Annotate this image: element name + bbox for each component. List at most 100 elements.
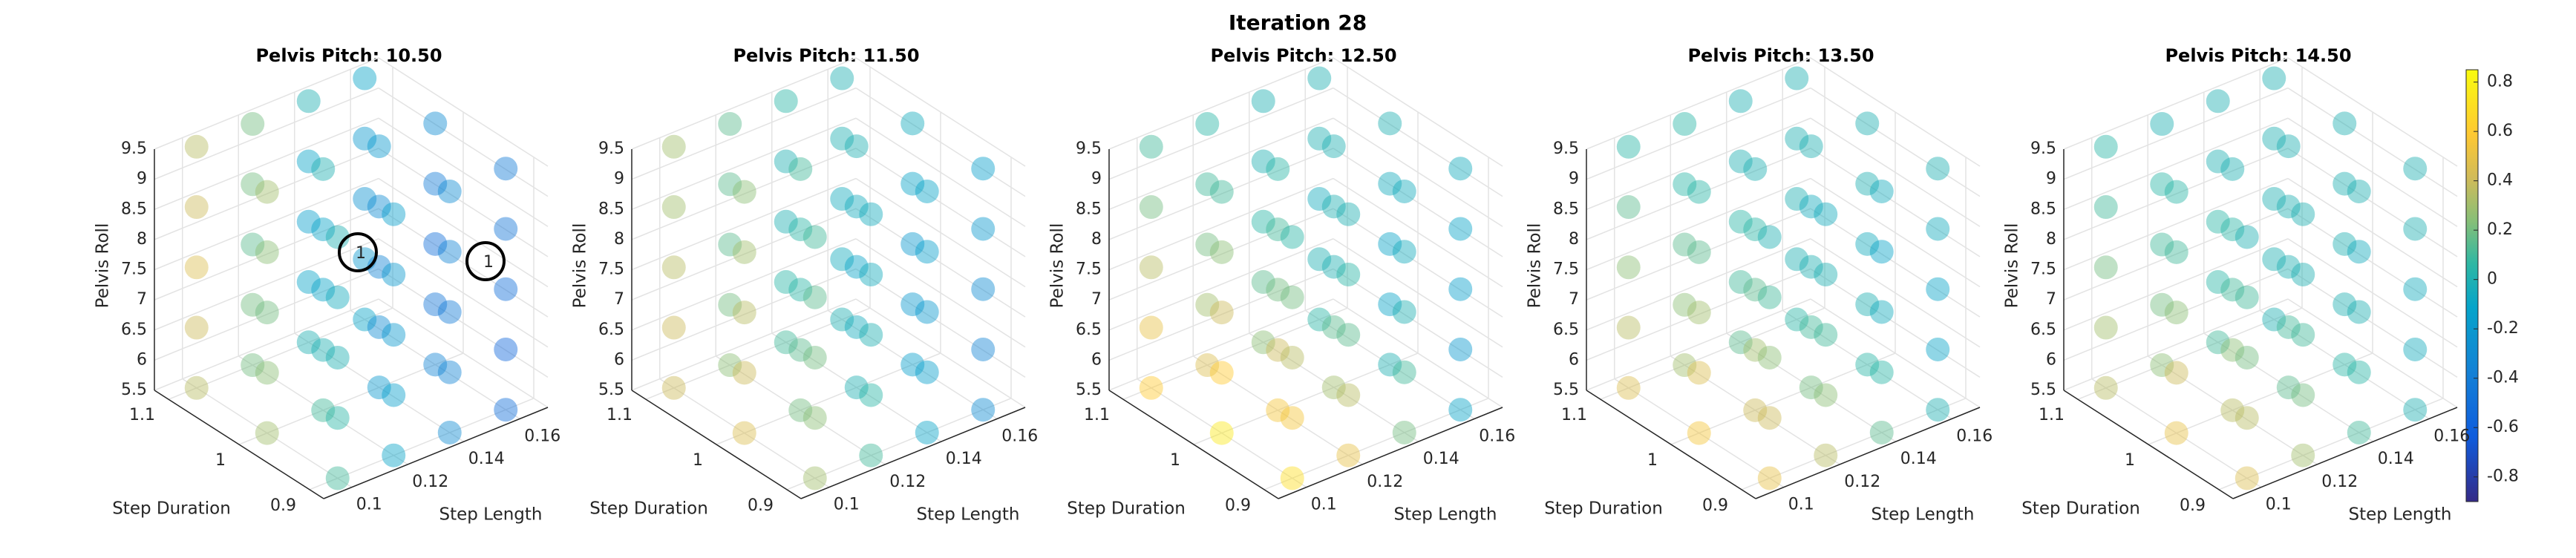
point bbox=[1616, 255, 1641, 280]
point bbox=[1855, 111, 1880, 136]
annotation-ring bbox=[338, 232, 378, 272]
point bbox=[915, 360, 939, 384]
x-tick-label: 0.14 bbox=[946, 450, 982, 468]
point bbox=[1799, 255, 1823, 279]
z-tick-label: 7 bbox=[137, 290, 147, 309]
point bbox=[494, 337, 518, 361]
x-axis bbox=[2232, 407, 2458, 499]
point bbox=[1687, 421, 1711, 445]
point bbox=[830, 66, 854, 91]
point bbox=[1321, 134, 1346, 159]
point bbox=[2333, 111, 2357, 136]
y-tick-label: 0.9 bbox=[1702, 496, 1728, 515]
point bbox=[1814, 323, 1838, 347]
point bbox=[1757, 225, 1782, 249]
point bbox=[2206, 89, 2230, 114]
point bbox=[661, 195, 686, 220]
point bbox=[2235, 406, 2259, 430]
point bbox=[802, 285, 827, 309]
point bbox=[2093, 195, 2118, 220]
point bbox=[2093, 375, 2118, 400]
point bbox=[255, 421, 279, 445]
point bbox=[1448, 398, 1473, 422]
point bbox=[774, 330, 798, 355]
point bbox=[2276, 194, 2301, 219]
point bbox=[1757, 466, 1782, 490]
point bbox=[2333, 292, 2357, 317]
z-axis-label: Pelvis Roll bbox=[2003, 223, 2022, 309]
y-axis-label: Step Duration bbox=[1544, 499, 1663, 519]
x-tick-label: 0.16 bbox=[2433, 427, 2470, 445]
point bbox=[2347, 360, 2371, 384]
point bbox=[241, 232, 265, 257]
point bbox=[1280, 285, 1304, 309]
point bbox=[971, 337, 996, 361]
point bbox=[494, 157, 518, 181]
x-axis bbox=[1755, 407, 1981, 499]
point bbox=[1280, 225, 1304, 249]
point bbox=[1266, 157, 1290, 181]
point bbox=[1814, 383, 1838, 407]
point bbox=[382, 383, 406, 407]
grid-line bbox=[2063, 268, 2289, 361]
point bbox=[382, 323, 406, 347]
grid-line bbox=[631, 298, 857, 391]
colorbar-tick-label: -0.2 bbox=[2487, 319, 2519, 338]
point bbox=[915, 179, 939, 203]
point bbox=[1785, 307, 1809, 332]
grid-line bbox=[716, 352, 941, 445]
grid-line bbox=[1193, 352, 1419, 445]
point bbox=[1616, 134, 1641, 159]
z-tick-label: 9 bbox=[614, 170, 624, 188]
y-axis-label: Step Duration bbox=[2021, 499, 2140, 519]
point bbox=[1378, 232, 1402, 256]
point bbox=[1814, 202, 1838, 226]
z-tick-label: 8.5 bbox=[2030, 200, 2056, 218]
point bbox=[2235, 225, 2259, 249]
point bbox=[1195, 112, 1220, 137]
z-tick-label: 9.5 bbox=[598, 140, 624, 158]
grid-line bbox=[2063, 238, 2289, 331]
y-tick-label: 1 bbox=[2125, 451, 2135, 470]
point bbox=[1139, 315, 1163, 340]
point bbox=[844, 194, 869, 219]
x-tick-label: 0.1 bbox=[2266, 496, 2292, 514]
y-tick-label: 1 bbox=[215, 451, 226, 470]
subplot-title: Pelvis Pitch: 12.50 bbox=[1210, 45, 1396, 66]
grid-line bbox=[2063, 57, 2289, 150]
colorbar-tick-label: -0.6 bbox=[2487, 418, 2519, 436]
point bbox=[2150, 232, 2174, 257]
subplot-title: Pelvis Pitch: 13.50 bbox=[1687, 45, 1874, 66]
point bbox=[718, 232, 742, 257]
point bbox=[859, 443, 883, 467]
z-tick-label: 8.5 bbox=[598, 200, 624, 218]
point bbox=[325, 285, 350, 309]
point bbox=[241, 292, 265, 317]
point bbox=[1448, 337, 1473, 361]
point bbox=[1869, 420, 1894, 444]
point bbox=[353, 187, 377, 211]
colorbar-tick-label: -0.4 bbox=[2487, 369, 2519, 387]
point bbox=[2150, 172, 2174, 197]
annotation-label: 1 bbox=[356, 244, 366, 263]
point bbox=[367, 134, 391, 159]
colorbar-tick-label: 0.2 bbox=[2487, 220, 2513, 239]
point bbox=[1673, 112, 1697, 137]
point bbox=[2164, 361, 2188, 385]
point bbox=[367, 194, 391, 219]
point bbox=[1251, 89, 1275, 114]
point bbox=[788, 157, 813, 181]
point bbox=[1757, 345, 1782, 370]
point bbox=[1280, 345, 1304, 370]
point bbox=[2291, 202, 2315, 226]
z-tick-label: 5.5 bbox=[2030, 381, 2056, 399]
z-tick-label: 5.5 bbox=[1553, 381, 1579, 399]
point bbox=[2333, 171, 2357, 196]
z-tick-label: 9.5 bbox=[1553, 140, 1579, 158]
point bbox=[1209, 180, 1234, 204]
point bbox=[1673, 172, 1697, 197]
point bbox=[1855, 352, 1880, 377]
z-axis-label: Pelvis Roll bbox=[571, 223, 590, 309]
grid-line bbox=[631, 117, 857, 210]
grid-line bbox=[631, 238, 857, 331]
